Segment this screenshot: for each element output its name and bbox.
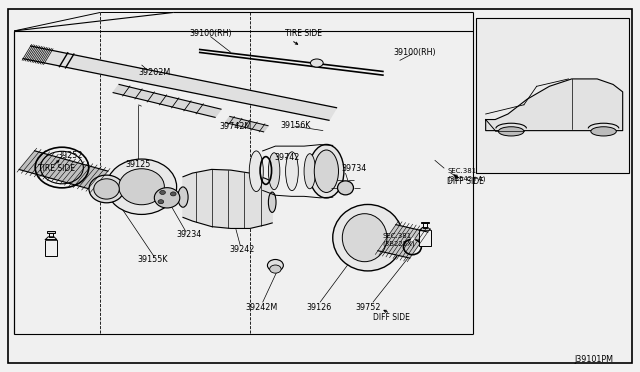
Ellipse shape bbox=[119, 169, 164, 205]
Bar bbox=[421, 222, 429, 224]
Ellipse shape bbox=[499, 127, 524, 136]
Ellipse shape bbox=[268, 260, 284, 271]
Ellipse shape bbox=[304, 154, 316, 189]
Text: TIRE SIDE: TIRE SIDE bbox=[285, 29, 322, 38]
Bar bbox=[419, 230, 431, 246]
Text: DIFF SIDE: DIFF SIDE bbox=[447, 177, 484, 186]
Ellipse shape bbox=[269, 265, 281, 273]
Polygon shape bbox=[45, 237, 57, 240]
Polygon shape bbox=[23, 46, 337, 120]
Polygon shape bbox=[225, 116, 268, 132]
Text: 39752: 39752 bbox=[355, 302, 381, 312]
Ellipse shape bbox=[268, 192, 276, 212]
Text: 39100(RH): 39100(RH) bbox=[189, 29, 232, 38]
Polygon shape bbox=[419, 228, 431, 230]
Text: SEC.381
(3B225X): SEC.381 (3B225X) bbox=[383, 233, 415, 247]
Bar bbox=[423, 224, 428, 228]
Text: 39242: 39242 bbox=[230, 245, 255, 254]
Polygon shape bbox=[113, 84, 221, 117]
Text: J39101PM: J39101PM bbox=[574, 355, 613, 364]
Text: 39742: 39742 bbox=[274, 153, 300, 162]
Ellipse shape bbox=[106, 159, 177, 214]
Ellipse shape bbox=[89, 175, 124, 203]
Ellipse shape bbox=[314, 150, 339, 192]
Ellipse shape bbox=[268, 153, 280, 190]
Text: 39156K: 39156K bbox=[280, 121, 311, 129]
Text: DIFF SIDE: DIFF SIDE bbox=[373, 312, 410, 321]
Ellipse shape bbox=[170, 192, 176, 196]
Bar bbox=[476, 18, 629, 173]
Text: 39125: 39125 bbox=[125, 160, 151, 169]
Ellipse shape bbox=[342, 214, 387, 262]
Text: 39742M: 39742M bbox=[220, 122, 252, 131]
Ellipse shape bbox=[591, 127, 616, 136]
Bar bbox=[47, 231, 55, 232]
Ellipse shape bbox=[309, 144, 344, 198]
Text: TIRE SIDE: TIRE SIDE bbox=[38, 164, 76, 173]
Ellipse shape bbox=[310, 59, 323, 67]
Polygon shape bbox=[378, 225, 428, 258]
Ellipse shape bbox=[285, 152, 298, 190]
Text: 39126: 39126 bbox=[306, 302, 332, 312]
Text: 39242M: 39242M bbox=[245, 302, 278, 312]
Text: 39234: 39234 bbox=[177, 230, 202, 239]
Ellipse shape bbox=[178, 187, 188, 207]
Text: 39202M: 39202M bbox=[138, 68, 170, 77]
Polygon shape bbox=[183, 169, 272, 228]
Ellipse shape bbox=[323, 155, 333, 187]
Ellipse shape bbox=[154, 187, 180, 208]
Text: 39734: 39734 bbox=[341, 164, 366, 173]
Bar bbox=[45, 240, 57, 256]
Polygon shape bbox=[486, 79, 623, 131]
Ellipse shape bbox=[337, 181, 353, 195]
Ellipse shape bbox=[333, 205, 403, 271]
Ellipse shape bbox=[249, 151, 263, 192]
Polygon shape bbox=[19, 151, 108, 190]
Ellipse shape bbox=[94, 179, 119, 199]
Text: 39155K: 39155K bbox=[138, 255, 168, 264]
Bar bbox=[49, 232, 53, 237]
Ellipse shape bbox=[160, 190, 165, 195]
Text: 39252: 39252 bbox=[58, 151, 83, 160]
Polygon shape bbox=[411, 238, 413, 240]
Text: 39100(RH): 39100(RH) bbox=[393, 48, 436, 57]
Text: SEC.381
(3B542+A): SEC.381 (3B542+A) bbox=[447, 168, 486, 182]
Ellipse shape bbox=[158, 200, 164, 204]
